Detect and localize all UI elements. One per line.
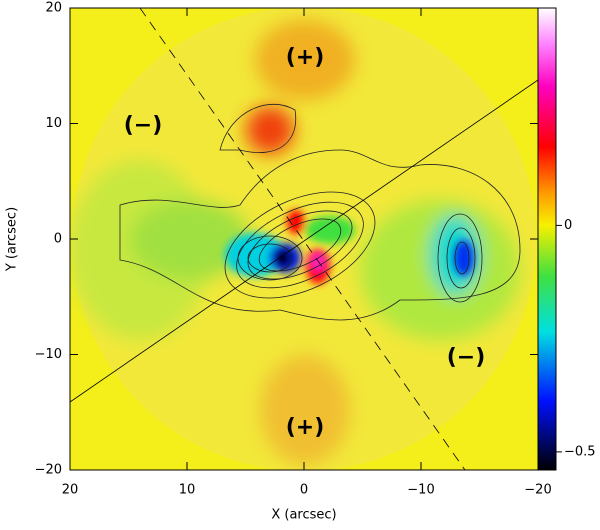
y-tick-label: 10 <box>45 116 62 131</box>
x-axis-label: X (arcsec) <box>271 508 336 523</box>
annotation: (−) <box>124 113 163 138</box>
x-tick-label: 20 <box>62 483 79 498</box>
x-tick-label: −10 <box>407 483 434 498</box>
colorbar-tick-label: 0 <box>564 218 572 233</box>
x-tick-label: −20 <box>524 483 551 498</box>
colorbar <box>537 7 557 471</box>
heatmap <box>70 8 538 470</box>
y-tick-label: 0 <box>54 232 62 247</box>
y-tick-label: 20 <box>45 1 62 16</box>
x-tick-label: 0 <box>300 483 308 498</box>
y-tick-label: −20 <box>35 463 62 478</box>
annotation: (−) <box>447 345 486 370</box>
y-tick-label: −10 <box>35 347 62 362</box>
colorbar-tick-label: −0.5 <box>564 444 596 459</box>
annotation: (+) <box>286 415 325 440</box>
y-axis-label: Y (arcsec) <box>5 207 20 272</box>
annotation: (+) <box>286 45 325 70</box>
x-tick-label: 10 <box>179 483 196 498</box>
